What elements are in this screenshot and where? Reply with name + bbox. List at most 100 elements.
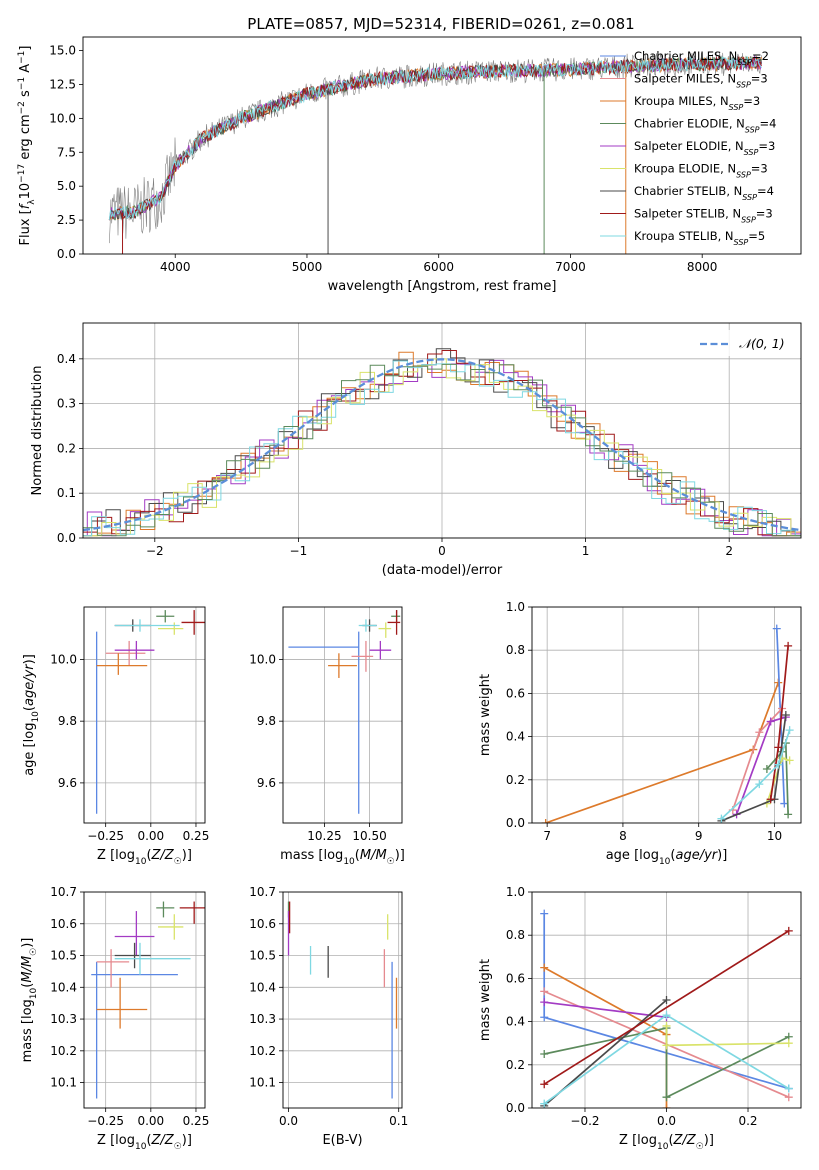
x-axis-label: E(B-V) — [322, 1133, 362, 1148]
weight-marker — [540, 909, 549, 918]
y-tick-label: 10.1 — [50, 1076, 77, 1090]
error-bar-point — [96, 949, 130, 988]
x-tick-label: 10.25 — [307, 829, 341, 843]
error-bar-point — [156, 610, 175, 623]
axes-frame — [531, 891, 802, 1109]
error-bar-point — [156, 901, 175, 918]
plot-area — [84, 607, 205, 823]
x-tick-label: −0.25 — [87, 829, 124, 843]
y-tick-label: 10.5 — [50, 949, 77, 963]
x-axis-label: (data-model)/error — [382, 563, 503, 578]
legend-label: Salpeter MILES, NSSP=3 — [634, 72, 768, 90]
axes-frame — [83, 606, 206, 824]
plot-area — [84, 892, 205, 1108]
axes-frame — [282, 606, 403, 824]
y-tick-label: 1.0 — [506, 885, 525, 899]
legend-box — [690, 330, 794, 356]
weight-line — [544, 1027, 790, 1099]
weight-marker — [540, 1099, 549, 1108]
weight-marker — [784, 641, 793, 650]
weight-marker — [784, 1039, 793, 1048]
x-tick-label: 0.00 — [137, 829, 164, 843]
weight-marker — [784, 926, 793, 935]
x-tick-label: 0 — [438, 544, 446, 558]
y-tick-label: 10.2 — [50, 1044, 77, 1058]
y-tick-label: 0.0 — [57, 247, 76, 261]
legend-label: Chabrier STELIB, NSSP=4 — [634, 184, 774, 202]
y-tick-label: 5.0 — [57, 179, 76, 193]
x-axis-label: age [log10(age/yr)] — [606, 848, 728, 867]
y-tick-label: 0.4 — [506, 1015, 525, 1029]
y-tick-label: 0.2 — [506, 1058, 525, 1072]
axes-mass-vs-ebv: 0.0 0.1 10.1 10.2 10.3 10.4 10.5 10.6 10.7 E(B-V) — [249, 885, 408, 1148]
weight-marker — [785, 726, 794, 735]
error-bar-point — [328, 653, 357, 678]
error-bar-point — [91, 961, 178, 1099]
weight-marker — [662, 1021, 671, 1030]
legend-label: 𝒩(0, 1) — [739, 336, 785, 351]
legend-label: Chabrier ELODIE, NSSP=4 — [634, 117, 776, 135]
y-tick-label: 0.4 — [57, 352, 76, 366]
error-bar-point — [114, 942, 191, 975]
error-bar-point — [351, 640, 374, 672]
weight-marker — [662, 1041, 671, 1050]
x-axis-label: mass [log10(M/M☉)] — [280, 848, 405, 867]
weight-marker — [774, 743, 783, 752]
legend-label: Kroupa MILES, NSSP=3 — [634, 94, 760, 112]
y-tick-label: 0.6 — [506, 971, 525, 985]
weight-series — [717, 726, 794, 823]
weight-marker — [766, 717, 775, 726]
plot-area — [283, 607, 402, 823]
weight-marker — [774, 760, 783, 769]
error-bar-point — [114, 640, 155, 660]
error-bar-point — [179, 901, 205, 924]
x-tick-label: 5000 — [292, 260, 323, 274]
plot-area — [532, 607, 801, 823]
normal-curve — [83, 358, 801, 532]
y-tick-label: 0.8 — [506, 643, 525, 657]
x-tick-label: 2 — [725, 544, 733, 558]
weight-marker — [755, 728, 764, 737]
weight-line — [543, 930, 790, 1085]
legend-label: Kroupa STELIB, NSSP=5 — [634, 229, 765, 247]
weight-marker — [540, 987, 549, 996]
y-tick-label: 10.6 — [249, 917, 276, 931]
weight-line — [720, 729, 791, 820]
plot-area — [108, 51, 762, 254]
y-tick-label: 0.1 — [57, 486, 76, 500]
x-tick-label: 8 — [619, 829, 627, 843]
x-axis-label: wavelength [Angstrom, rest frame] — [328, 279, 557, 294]
weight-marker — [784, 1084, 793, 1093]
weight-marker — [540, 1050, 549, 1058]
y-axis-label: mass weight — [478, 674, 493, 756]
error-bar-point — [114, 942, 151, 969]
y-tick-label: 0.3 — [57, 397, 76, 411]
axes-frame — [82, 36, 802, 255]
y-tick-label: 0.2 — [506, 773, 525, 787]
y-tick-label: 10.2 — [249, 1044, 276, 1058]
weight-marker — [541, 819, 550, 823]
x-tick-label: 0.00 — [137, 1114, 164, 1128]
y-tick-label: 10.1 — [249, 1076, 276, 1090]
weight-marker — [766, 795, 775, 804]
x-tick-label: 0.25 — [183, 1114, 210, 1128]
weight-marker — [540, 1080, 549, 1089]
error-bar-point — [105, 640, 146, 666]
error-bar-point — [158, 914, 184, 940]
axes-mass-weight-vs-age: 7 8 9 10 0.0 0.2 0.4 0.6 0.8 1.0 age [log10(age/yr… — [478, 600, 802, 867]
y-tick-label: 12.5 — [49, 77, 76, 91]
weight-line — [544, 1001, 667, 1019]
y-axis-label: mass weight — [478, 959, 493, 1041]
y-tick-label: 15.0 — [49, 44, 76, 58]
y-tick-label: 0.0 — [506, 1101, 525, 1115]
y-tick-label: 0.2 — [57, 441, 76, 455]
error-bar-point — [96, 977, 148, 1029]
weight-marker — [717, 814, 726, 823]
weight-marker — [755, 780, 764, 789]
y-tick-label: 10.4 — [249, 980, 276, 994]
weight-marker — [785, 756, 794, 765]
x-tick-label: −2 — [146, 544, 164, 558]
weight-marker — [662, 1104, 671, 1108]
y-tick-label: 2.5 — [57, 213, 76, 227]
x-tick-label: 4000 — [160, 260, 191, 274]
